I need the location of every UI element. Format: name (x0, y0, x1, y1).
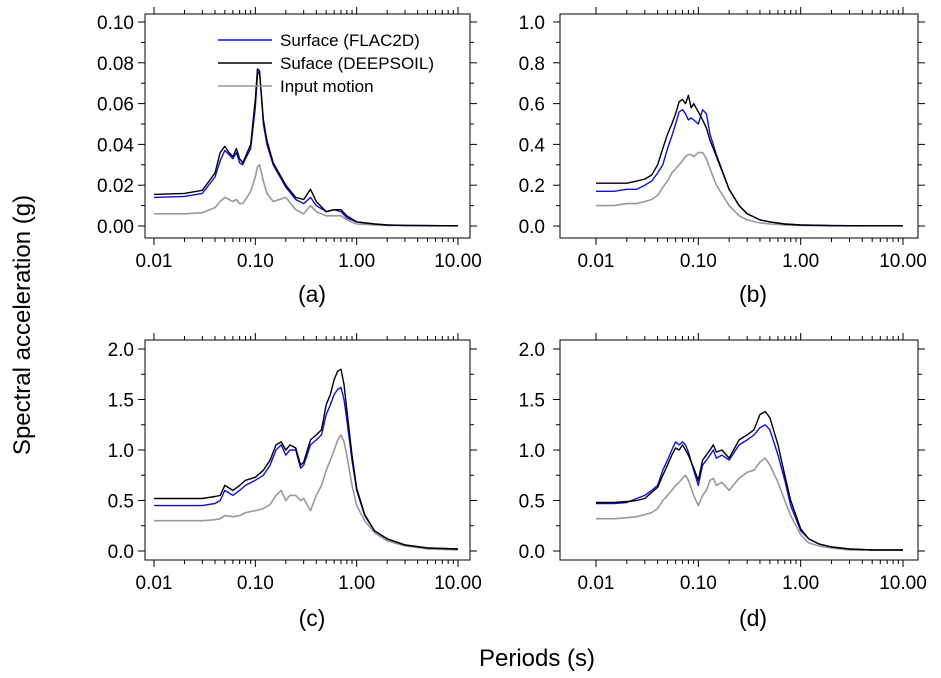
y-tick-label: 0.0 (108, 542, 134, 563)
x-tick-label: 0.10 (680, 573, 717, 594)
y-tick-label: 2.0 (108, 340, 134, 361)
legend-label: Surface (FLAC2D) (280, 31, 420, 50)
x-tick-label: 0.01 (578, 251, 615, 272)
y-tick-label: 1.0 (519, 441, 545, 462)
series-line-2 (596, 94, 903, 227)
y-tick-label: 0.06 (97, 95, 134, 116)
y-tick-label: 1.5 (519, 391, 545, 412)
y-tick-label: 0.0 (519, 542, 545, 563)
series-line-2 (154, 368, 459, 550)
y-tick-label: 0.00 (97, 217, 134, 238)
y-tick-label: 0.08 (97, 54, 134, 75)
y-tick-label: 0.2 (519, 176, 545, 197)
chart-panel-1: 0.01 0.10 1.00 10.00 0.00 0.02 0.04 0.06 0.08 0.1… (97, 7, 482, 307)
series-line-1 (596, 424, 903, 551)
panels: 0.01 0.10 1.00 10.00 0.00 0.02 0.04 0.06 0.08 0.1… (97, 7, 927, 631)
x-tick-label: 10.00 (434, 251, 482, 272)
y-tick-label: 0.8 (519, 54, 545, 75)
y-tick-label: 1.0 (108, 441, 134, 462)
y-tick-label: 0.5 (108, 492, 134, 513)
legend-label: Input motion (280, 77, 374, 96)
x-tick-label: 10.00 (879, 251, 927, 272)
y-tick-label: 0.6 (519, 95, 545, 116)
x-tick-label: 1.00 (338, 573, 375, 594)
x-tick-label: 0.10 (237, 251, 274, 272)
y-tick-label: 0.04 (97, 135, 134, 156)
x-tick-label: 0.10 (237, 573, 274, 594)
y-tick-label: 1.0 (519, 13, 545, 34)
plot-frame (559, 339, 919, 561)
x-tick-label: 1.00 (782, 573, 819, 594)
y-tick-label: 0.02 (97, 176, 134, 197)
legend-label: Suface (DEEPSOIL) (280, 54, 434, 73)
x-tick-label: 0.10 (680, 251, 717, 272)
y-tick-label: 1.5 (108, 391, 134, 412)
series-line-3 (154, 164, 458, 227)
x-tick-label: 0.01 (136, 251, 173, 272)
x-tick-label: 1.00 (338, 251, 375, 272)
series-line-2 (596, 410, 903, 551)
series-line-3 (596, 151, 903, 227)
chart-panel-2: 0.01 0.10 1.00 10.00 0.0 0.2 0.4 0.6 0.8 1.0 (b) (519, 7, 927, 307)
y-tick-label: 0.0 (519, 217, 545, 238)
x-tick-label: 10.00 (434, 573, 482, 594)
panel-label: (c) (299, 605, 326, 631)
y-axis-title: Spectral acceleration (g) (9, 195, 36, 455)
y-tick-label: 0.4 (519, 135, 546, 156)
plot-frame (144, 13, 471, 239)
series-line-3 (596, 457, 903, 551)
y-tick-label: 0.5 (519, 492, 545, 513)
series-line-1 (596, 108, 903, 227)
y-tick-label: 0.10 (97, 13, 134, 34)
series-line-1 (154, 386, 459, 550)
y-tick-label: 2.0 (519, 340, 545, 361)
panel-label: (a) (298, 281, 326, 307)
panel-label: (b) (739, 281, 767, 307)
plot-frame (559, 13, 919, 239)
series-line-3 (154, 434, 459, 551)
panel-label: (d) (739, 605, 767, 631)
x-tick-label: 0.01 (136, 573, 173, 594)
x-tick-label: 1.00 (782, 251, 819, 272)
chart-panel-4: 0.01 0.10 1.00 10.00 0.0 0.5 1.0 1.5 2.0 (d) (519, 333, 927, 631)
chart-panel-3: 0.01 0.10 1.00 10.00 0.0 0.5 1.0 1.5 2.0 (c) (108, 333, 482, 631)
x-tick-label: 10.00 (879, 573, 927, 594)
series-line-2 (153, 68, 459, 227)
x-tick-label: 0.01 (578, 573, 615, 594)
x-axis-title: Periods (s) (479, 645, 595, 672)
legend: Surface (FLAC2D) Suface (DEEPSOIL) Input m… (218, 31, 434, 96)
